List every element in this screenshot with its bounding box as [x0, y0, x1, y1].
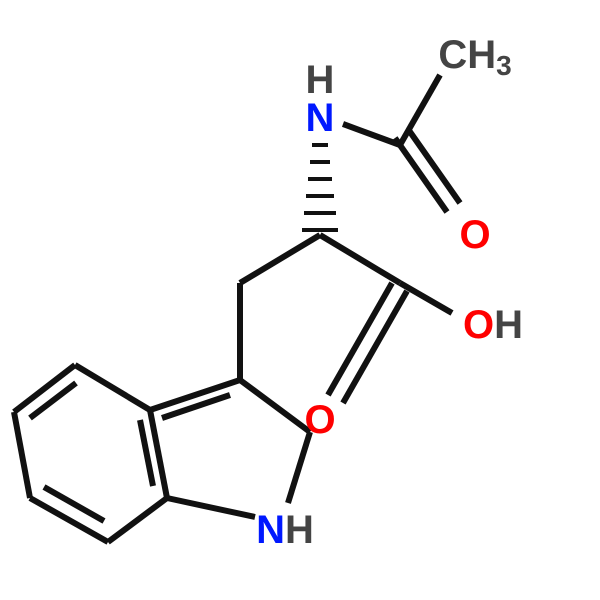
- bond-cacet-n: [343, 124, 400, 145]
- bond-n-indc7a: [167, 498, 255, 517]
- atom-n-amide: N: [306, 96, 335, 140]
- atom-ch3: CH3: [438, 33, 511, 81]
- bond-ccooh-oh: [400, 283, 452, 313]
- bond-bzc4-bzc5-2: [30, 383, 76, 418]
- bond-bzc7-indc7a: [108, 498, 167, 542]
- atom-o-acid: O: [304, 398, 335, 442]
- bond-calpha-ccooh: [320, 235, 400, 283]
- bond-ch3-cacet: [400, 75, 440, 145]
- molecule-diagram: CH3 H N O O OH NH: [0, 0, 600, 600]
- bond-indc3-indc3a-2: [162, 395, 230, 418]
- bond-indc3-indc2: [240, 380, 310, 432]
- atom-o-amide: O: [459, 213, 490, 257]
- bond-indc2-n: [288, 432, 310, 503]
- atom-nh-indole: NH: [256, 508, 314, 552]
- bond-calpha-cbeta: [240, 235, 320, 283]
- bond-bzc6-bzc7-2: [44, 487, 104, 521]
- atom-oh: OH: [463, 303, 523, 347]
- bond-n-calpha-hash: [302, 145, 338, 230]
- bond-indc3a-bzc4: [75, 365, 150, 410]
- bond-bzc5-bzc6: [14, 412, 30, 498]
